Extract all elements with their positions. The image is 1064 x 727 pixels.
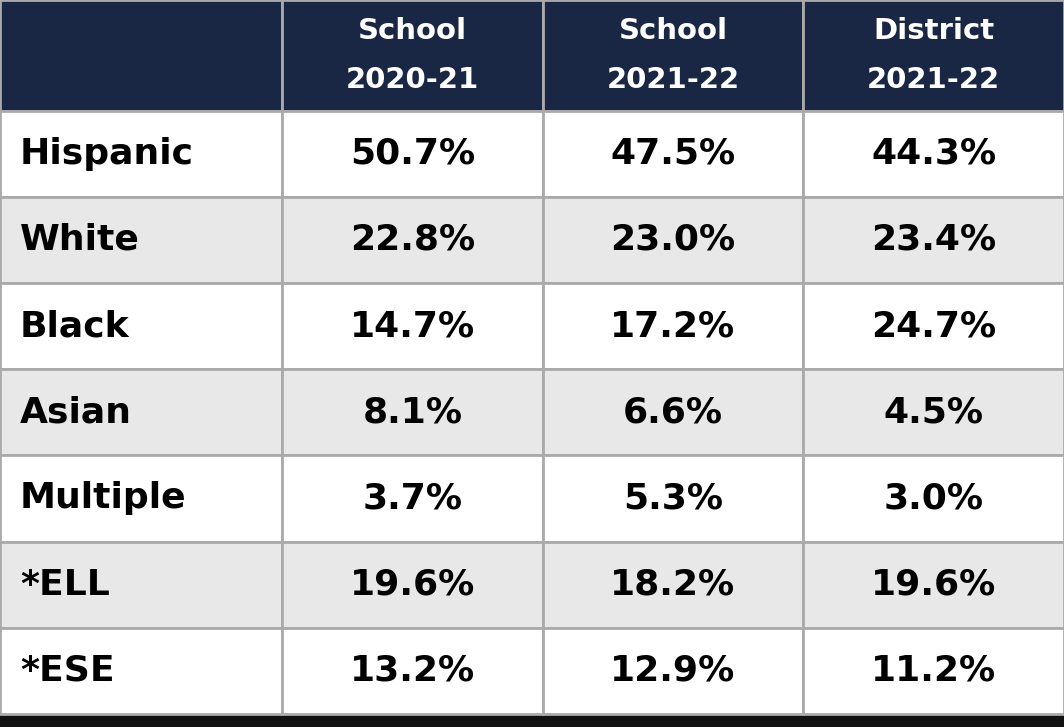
Text: 5.3%: 5.3% [624,481,722,515]
FancyBboxPatch shape [803,283,1064,369]
Text: Black: Black [20,309,130,343]
FancyBboxPatch shape [803,197,1064,283]
FancyBboxPatch shape [282,542,543,627]
Text: District: District [874,17,994,45]
Text: 2021-22: 2021-22 [606,65,739,94]
Text: 14.7%: 14.7% [350,309,475,343]
Text: 4.5%: 4.5% [884,395,983,429]
Text: 19.6%: 19.6% [871,568,996,602]
FancyBboxPatch shape [0,455,282,542]
FancyBboxPatch shape [282,197,543,283]
FancyBboxPatch shape [282,0,543,111]
FancyBboxPatch shape [803,111,1064,197]
FancyBboxPatch shape [0,0,282,111]
Text: 17.2%: 17.2% [611,309,735,343]
Text: School: School [358,17,467,45]
Text: White: White [20,223,139,257]
FancyBboxPatch shape [543,111,803,197]
Text: 23.4%: 23.4% [871,223,996,257]
Text: 44.3%: 44.3% [871,137,996,171]
FancyBboxPatch shape [0,542,282,627]
FancyBboxPatch shape [543,197,803,283]
Text: *ESE: *ESE [20,654,114,688]
Text: 6.6%: 6.6% [624,395,722,429]
Text: 18.2%: 18.2% [611,568,735,602]
Text: 3.7%: 3.7% [363,481,462,515]
FancyBboxPatch shape [803,369,1064,455]
FancyBboxPatch shape [543,627,803,714]
Text: 12.9%: 12.9% [611,654,735,688]
Text: 22.8%: 22.8% [350,223,475,257]
Text: 50.7%: 50.7% [350,137,475,171]
Text: Hispanic: Hispanic [20,137,194,171]
Text: Multiple: Multiple [20,481,186,515]
FancyBboxPatch shape [282,455,543,542]
Text: 23.0%: 23.0% [611,223,735,257]
Text: 13.2%: 13.2% [350,654,475,688]
Text: Asian: Asian [20,395,132,429]
FancyBboxPatch shape [0,627,282,714]
Text: 3.0%: 3.0% [884,481,983,515]
FancyBboxPatch shape [0,369,282,455]
FancyBboxPatch shape [543,0,803,111]
FancyBboxPatch shape [0,197,282,283]
FancyBboxPatch shape [803,627,1064,714]
FancyBboxPatch shape [543,455,803,542]
FancyBboxPatch shape [803,542,1064,627]
Text: *ELL: *ELL [20,568,110,602]
Text: 19.6%: 19.6% [350,568,475,602]
Text: 11.2%: 11.2% [871,654,996,688]
Text: 24.7%: 24.7% [871,309,996,343]
Text: 2021-22: 2021-22 [867,65,1000,94]
FancyBboxPatch shape [282,627,543,714]
Text: 47.5%: 47.5% [611,137,735,171]
FancyBboxPatch shape [803,0,1064,111]
FancyBboxPatch shape [282,283,543,369]
Text: 2020-21: 2020-21 [346,65,479,94]
FancyBboxPatch shape [803,455,1064,542]
Text: 8.1%: 8.1% [363,395,462,429]
FancyBboxPatch shape [0,111,282,197]
Text: School: School [618,17,728,45]
FancyBboxPatch shape [543,283,803,369]
FancyBboxPatch shape [282,111,543,197]
FancyBboxPatch shape [282,369,543,455]
FancyBboxPatch shape [0,283,282,369]
FancyBboxPatch shape [543,369,803,455]
FancyBboxPatch shape [543,542,803,627]
